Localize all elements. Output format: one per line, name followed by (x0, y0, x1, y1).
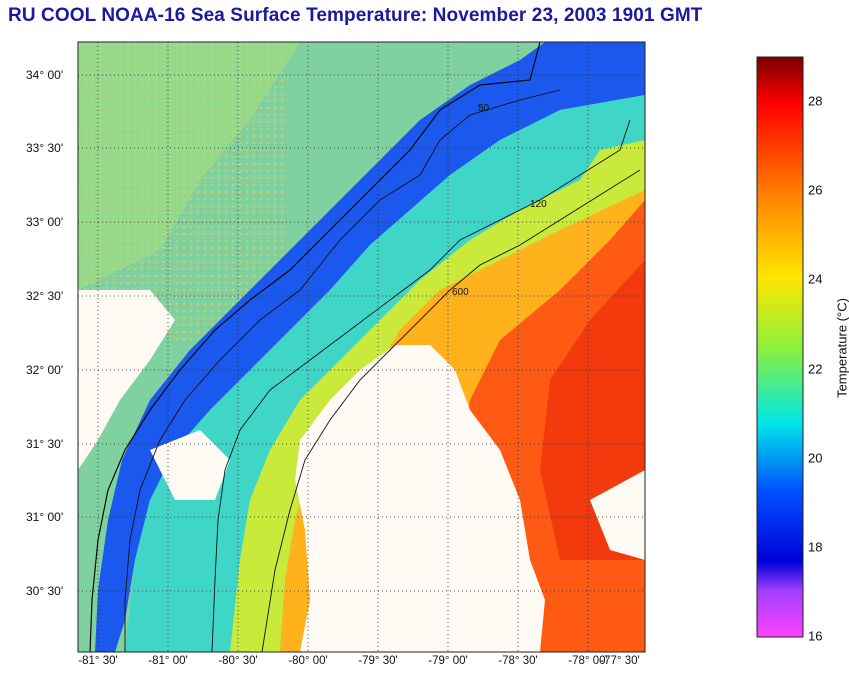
lat-label: 32° 00' (26, 363, 64, 377)
colorbar-tick: 22 (808, 361, 823, 377)
lon-label: -80° 30' (218, 655, 258, 667)
map-frame (77, 41, 646, 653)
contour-label-50: 50 (478, 103, 490, 114)
lon-label: -81° 30' (78, 655, 118, 667)
contour-label-600: 600 (452, 287, 469, 298)
lon-label: -79° 00' (428, 655, 468, 667)
lat-label: 34° 00' (26, 68, 64, 82)
lat-label: 31° 00' (26, 510, 64, 524)
colorbar-tick: 20 (808, 450, 823, 466)
colorbar-tick: 24 (808, 271, 823, 287)
lat-label: 31° 30' (26, 437, 64, 451)
colorbar-label: Temperature (°C) (834, 298, 849, 398)
cold-shelf-water (95, 42, 645, 652)
map-title: RU COOL NOAA-16 Sea Surface Temperature:… (8, 5, 703, 26)
lon-label: -78° 00' (568, 655, 608, 667)
colorbar-tick: 18 (808, 539, 823, 555)
lat-label: 30° 30' (26, 584, 64, 598)
colorbar-tick: 26 (808, 182, 823, 198)
cloud-cover (295, 345, 545, 652)
lon-label: -78° 30' (498, 655, 538, 667)
lon-label: -79° 30' (358, 655, 398, 667)
graticule (78, 42, 645, 652)
contour-label-120: 120 (530, 199, 547, 210)
lon-label: -80° 00' (288, 655, 328, 667)
colorbar (756, 56, 804, 638)
colorbar-tick: 16 (808, 628, 823, 644)
lat-label: 32° 30' (26, 289, 64, 303)
colorbar-tick: 28 (808, 93, 823, 109)
lat-label: 33° 30' (26, 141, 64, 155)
lon-label: -77° 30' (600, 655, 640, 667)
lat-label: 33° 00' (26, 215, 64, 229)
lon-label: -81° 00' (148, 655, 188, 667)
